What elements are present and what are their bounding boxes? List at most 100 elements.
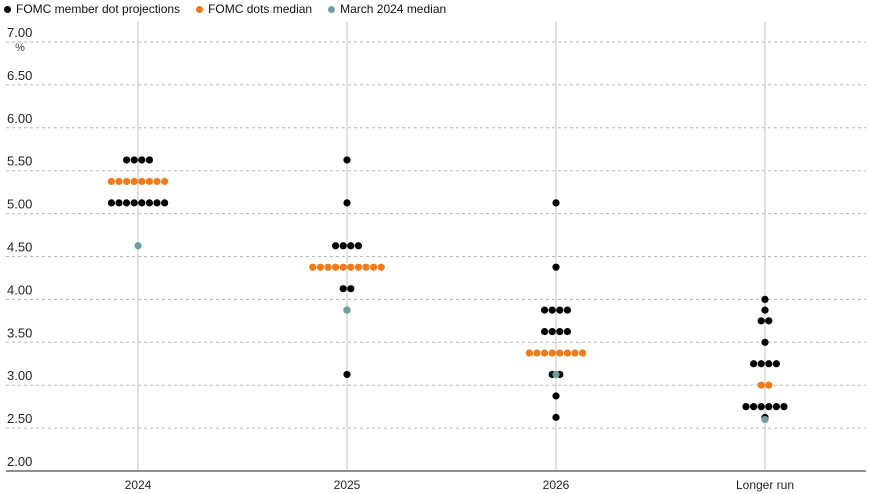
member-dot [123,156,131,164]
median-dot [757,381,765,389]
median-dot [525,349,534,357]
median-dot [377,263,385,271]
x-tick-label: Longer run [736,478,794,492]
y-axis-unit-label: % [15,42,25,54]
y-tick-label: 5.50 [7,154,32,169]
legend-swatch-member-dots [4,5,11,13]
legend-item-member-dots: FOMC member dot projections [4,2,180,16]
member-dot [780,403,788,411]
median-dot [548,349,556,357]
member-dot [541,306,549,314]
legend-item-march-median: March 2024 median [328,2,446,16]
member-dot [772,360,781,368]
member-dot [130,156,138,164]
member-dot [541,327,549,336]
member-dot [107,199,115,207]
member-dot [343,156,351,164]
median-dot [354,263,362,271]
median-dot [541,349,549,357]
x-axis-labels: 2024 2025 2026 Longer run [125,478,794,492]
median-dot [571,349,579,357]
member-dot [115,199,123,207]
member-dot [757,403,765,411]
legend-label-dots-median: FOMC dots median [208,2,313,16]
member-dot [552,199,560,207]
member-dot [138,156,146,164]
member-dot [761,338,769,346]
legend-label-member-dots: FOMC member dot projections [16,2,181,16]
median-dot [563,349,572,357]
median-dot [579,349,587,357]
member-dot [552,263,560,271]
member-dot [153,199,161,207]
member-dot [772,403,781,411]
member-dot [563,306,572,314]
member-dot [556,327,564,336]
member-dot [339,285,347,293]
member-dot [742,403,750,411]
march-median-dot [343,306,351,314]
median-dot [339,263,347,271]
y-tick-label: 4.50 [7,240,32,255]
member-dot [130,199,138,207]
march-median-dot [761,415,769,424]
member-dot [750,403,758,411]
member-dot [332,242,340,250]
member-dot [161,199,169,207]
member-dot [761,306,769,314]
y-tick-label: 6.50 [7,68,32,83]
member-dot [138,199,146,207]
member-dot [347,242,355,250]
median-dot [145,177,153,186]
member-dot [761,295,769,303]
median-dot [533,349,541,357]
legend-item-dots-median: FOMC dots median [196,2,312,16]
grid-lines [6,41,866,429]
median-dot [362,263,370,271]
member-dot [145,199,153,207]
y-tick-label: 5.00 [7,197,32,212]
median-dot [347,263,355,271]
x-tick-label: 2026 [543,478,570,492]
member-dot [548,306,556,314]
x-tick-label: 2025 [334,478,361,492]
member-dot [343,370,351,379]
median-dot [324,263,332,271]
legend: FOMC member dot projections FOMC dots me… [4,0,446,18]
median-dot [316,263,324,271]
y-tick-label: 2.50 [7,411,32,426]
data-dots [107,156,788,424]
median-dot [123,177,131,186]
legend-label-march-median: March 2024 median [340,2,447,16]
member-dot [563,327,572,336]
median-dot [309,263,317,271]
y-tick-label: 2.00 [7,454,32,469]
member-dot [765,360,773,368]
member-dot [757,317,765,325]
y-tick-label: 3.00 [7,368,32,383]
y-tick-label: 6.00 [7,111,32,126]
march-median-dot [552,370,560,379]
median-dot [115,177,123,186]
member-dot [552,392,560,400]
member-dot [145,156,153,164]
member-dot [765,317,773,325]
y-tick-label: 3.50 [7,325,32,340]
median-dot [153,177,161,186]
y-tick-label: 7.00 [7,25,32,40]
y-tick-label: 4.00 [7,282,32,297]
member-dot [347,285,355,293]
median-dot [161,177,169,186]
category-lines [137,22,766,471]
median-dot [138,177,146,186]
member-dot [552,413,560,421]
legend-swatch-dots-median [196,5,204,13]
member-dot [123,199,131,207]
median-dot [332,263,340,271]
march-median-dot [134,242,142,250]
x-tick-label: 2024 [125,478,152,492]
member-dot [548,327,556,336]
median-dot [370,263,378,271]
median-dot [765,381,773,389]
